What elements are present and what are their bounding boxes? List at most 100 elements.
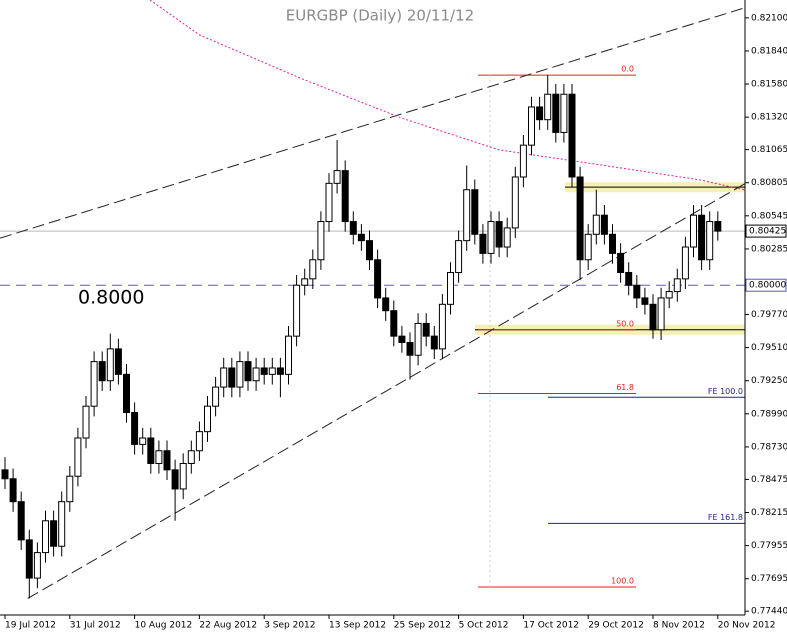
candle-body: [147, 437, 155, 464]
current-price-label: 0.80425: [749, 227, 786, 237]
candle-body: [568, 93, 576, 178]
x-tick-label: 8 Nov 2012: [653, 621, 705, 631]
candle-body: [528, 106, 535, 146]
candle-body: [471, 189, 479, 235]
y-tick-label: 0.80285: [751, 244, 787, 254]
y-tick-label: 0.77695: [751, 574, 787, 584]
candle-body: [584, 233, 592, 261]
level-box: [745, 278, 787, 292]
candle-body: [414, 322, 422, 356]
candle-body: [187, 450, 195, 464]
x-tick-label: 25 Sep 2012: [394, 621, 451, 631]
candle-body: [714, 221, 722, 232]
y-tick-label: 0.80545: [751, 211, 787, 221]
x-tick-label: 20 Nov 2012: [718, 621, 776, 631]
candle-body: [236, 361, 244, 388]
x-tick-label: 29 Oct 2012: [588, 621, 644, 631]
y-tick-label: 0.79250: [751, 376, 787, 386]
candle-body: [600, 214, 608, 235]
current-price-box: [745, 224, 787, 238]
candle-body: [98, 361, 106, 382]
candle-body: [1, 469, 9, 480]
candle-body: [487, 221, 495, 254]
candle-body: [366, 240, 373, 261]
x-tick-label: 5 Oct 2012: [459, 621, 509, 631]
candle-body: [706, 221, 714, 261]
level-label: 0.80000: [749, 281, 786, 291]
candle-body: [681, 246, 689, 280]
candle-body: [511, 176, 519, 229]
level-note: 0.8000: [78, 287, 144, 309]
candle-body: [195, 431, 203, 452]
y-tick-label: 0.79770: [751, 310, 787, 320]
candle-body: [228, 367, 236, 388]
candle-body: [398, 335, 406, 344]
fib-label: 61.8: [616, 383, 634, 392]
candle-body: [592, 214, 600, 235]
candle-body: [617, 252, 625, 273]
candle-body: [333, 170, 341, 184]
y-tick-label: 0.82100: [751, 13, 787, 23]
candle-body: [123, 373, 130, 414]
x-tick-label: 31 Jul 2012: [70, 621, 121, 631]
candle-body: [657, 297, 665, 331]
candle-body: [503, 227, 511, 248]
x-tick-label: 17 Oct 2012: [523, 621, 579, 631]
candle-body: [463, 189, 471, 242]
moving-average: [149, 0, 745, 191]
plot-area: [0, 0, 745, 599]
x-tick-label: 22 Aug 2012: [199, 621, 257, 631]
candle-body: [309, 259, 317, 280]
candle-body: [325, 182, 333, 223]
candle-body: [698, 214, 706, 261]
y-tick-label: 0.79510: [751, 343, 787, 353]
candle-body: [430, 335, 438, 350]
candle-body: [479, 233, 487, 254]
candle-body: [25, 539, 33, 579]
candle-body: [293, 284, 301, 337]
x-tick-label: 13 Sep 2012: [329, 621, 386, 631]
candle-body: [560, 93, 568, 133]
candle-body: [495, 221, 503, 248]
candle-body: [42, 520, 49, 554]
y-tick-label: 0.78475: [751, 475, 787, 485]
candle-body: [106, 348, 114, 382]
fib-label: 50.0: [616, 319, 634, 328]
candle-body: [276, 367, 284, 375]
candle-body: [285, 335, 292, 375]
candle-body: [519, 144, 527, 178]
candle-body: [641, 297, 649, 305]
y-tick-label: 0.81065: [751, 145, 787, 155]
candle-body: [447, 271, 454, 305]
candle-body: [131, 412, 139, 445]
candle-body: [74, 437, 82, 477]
y-tick-label: 0.78730: [751, 442, 787, 452]
candle-body: [382, 297, 390, 312]
y-tick-label: 0.81580: [751, 80, 787, 90]
candle-body: [301, 278, 309, 286]
candle-body: [609, 233, 616, 254]
candle-body: [349, 221, 357, 235]
y-tick-label: 0.81840: [751, 46, 787, 56]
candle-body: [406, 342, 414, 356]
candle-body: [317, 221, 325, 261]
candle-body: [50, 520, 58, 547]
x-tick-label: 19 Jul 2012: [5, 621, 56, 631]
candle-body: [341, 170, 349, 223]
candle-body: [9, 478, 17, 503]
y-tick-label: 0.77440: [751, 607, 787, 617]
trendline: [0, 7, 745, 239]
y-tick-label: 0.77955: [751, 541, 787, 551]
candle-body: [212, 386, 220, 407]
candle-body: [139, 437, 147, 445]
candle-body: [390, 310, 398, 337]
candle-body: [633, 284, 641, 299]
candle-body: [673, 278, 681, 293]
y-tick-label: 0.78990: [751, 409, 787, 419]
x-tick-label: 3 Sep 2012: [264, 621, 315, 631]
chart-title: EURGBP (Daily) 20/11/12: [286, 7, 474, 25]
candle-body: [171, 469, 179, 490]
candle-body: [536, 106, 544, 121]
